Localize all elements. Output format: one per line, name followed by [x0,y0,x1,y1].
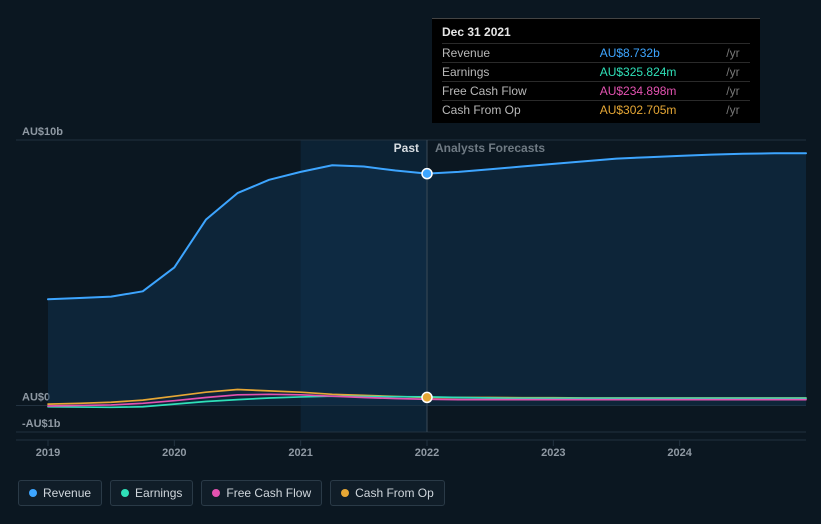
tooltip-row: Free Cash FlowAU$234.898m/yr [442,82,750,101]
tooltip-row-unit: /yr [722,101,750,120]
forecast-label: Analysts Forecasts [435,141,545,155]
tooltip-row: RevenueAU$8.732b/yr [442,44,750,63]
tooltip-row-label: Revenue [442,44,600,63]
tooltip-row-label: Free Cash Flow [442,82,600,101]
x-tick-label: 2023 [541,447,565,459]
divider-marker-revenue [422,169,432,179]
tooltip-row: Cash From OpAU$302.705m/yr [442,101,750,120]
divider-marker-cashop [422,392,432,402]
tooltip-row-label: Earnings [442,63,600,82]
y-tick-label: AU$10b [22,126,63,138]
tooltip-row-label: Cash From Op [442,101,600,120]
past-label: Past [394,141,419,155]
chart-root: AU$10b AU$0 -AU$1b Past Analysts Forecasts 20… [0,0,821,524]
x-tick-label: 2022 [415,447,439,459]
tooltip-row: EarningsAU$325.824m/yr [442,63,750,82]
x-tick-label: 2020 [162,447,186,459]
hover-tooltip: Dec 31 2021 RevenueAU$8.732b/yrEarningsA… [432,18,760,123]
legend: Revenue Earnings Free Cash Flow Cash From O… [18,480,445,506]
legend-item-earnings[interactable]: Earnings [110,480,193,506]
tooltip-row-unit: /yr [722,82,750,101]
legend-item-label: Free Cash Flow [226,486,311,500]
x-tick-label: 2021 [288,447,312,459]
tooltip-table: RevenueAU$8.732b/yrEarningsAU$325.824m/y… [442,43,750,119]
x-tick-label: 2024 [667,447,692,459]
legend-dot-icon [341,489,349,497]
legend-item-label: Revenue [43,486,91,500]
x-tick-label: 2019 [36,447,60,459]
legend-item-cashop[interactable]: Cash From Op [330,480,445,506]
legend-item-label: Earnings [135,486,182,500]
tooltip-row-value: AU$325.824m [600,63,723,82]
y-tick-label: AU$0 [22,391,50,403]
y-tick-label: -AU$1b [22,418,61,430]
tooltip-row-value: AU$302.705m [600,101,723,120]
tooltip-row-unit: /yr [722,44,750,63]
legend-item-revenue[interactable]: Revenue [18,480,102,506]
legend-dot-icon [29,489,37,497]
legend-item-fcf[interactable]: Free Cash Flow [201,480,322,506]
tooltip-date: Dec 31 2021 [442,25,750,43]
legend-dot-icon [212,489,220,497]
tooltip-row-value: AU$8.732b [600,44,723,63]
legend-item-label: Cash From Op [355,486,434,500]
tooltip-row-value: AU$234.898m [600,82,723,101]
legend-dot-icon [121,489,129,497]
tooltip-row-unit: /yr [722,63,750,82]
